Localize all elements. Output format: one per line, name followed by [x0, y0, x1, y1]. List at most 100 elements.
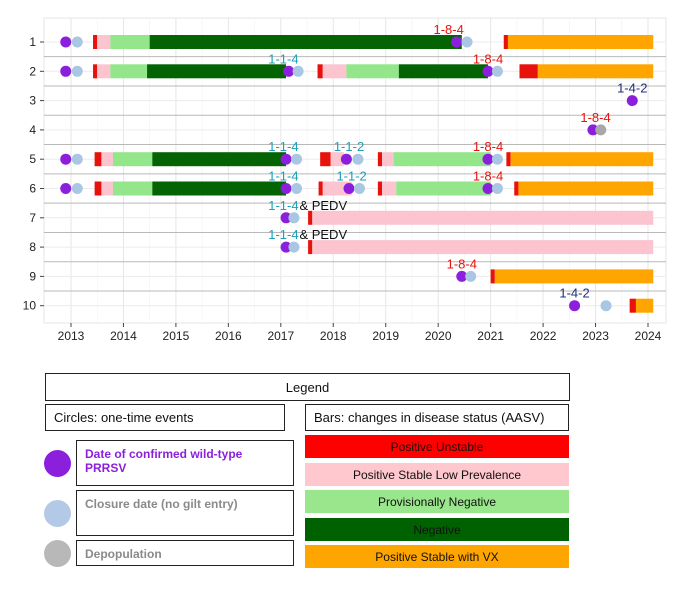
- x-tick-label: 2013: [58, 329, 85, 343]
- status-bar-segment: [101, 181, 113, 196]
- status-bar-segment: [377, 152, 383, 167]
- strain-annotation: 1-1-4: [268, 227, 298, 242]
- event-dot-wild: [451, 36, 463, 48]
- strain-annotation: 1-8-4: [433, 22, 463, 37]
- event-dot-closure: [461, 36, 473, 48]
- strain-annotation: 1-1-4: [268, 169, 298, 184]
- status-bar-segment: [152, 181, 287, 196]
- event-dot-wild: [569, 300, 581, 312]
- strain-annotation: 1-1-2: [336, 169, 366, 184]
- event-dot-wild: [280, 212, 292, 224]
- event-dot-wild: [283, 65, 295, 77]
- status-bar-segment: [518, 181, 654, 196]
- status-bar-segment: [312, 210, 654, 225]
- event-dot-wild: [60, 65, 72, 77]
- x-tick-label: 2014: [110, 329, 137, 343]
- row-separators: [44, 56, 666, 292]
- legend-title: Legend: [45, 373, 570, 401]
- event-dot-closure: [288, 241, 300, 253]
- event-layer: [60, 36, 638, 312]
- y-tick-label: 2: [29, 64, 36, 78]
- x-tick-label: 2018: [320, 329, 347, 343]
- status-bar-segment: [398, 64, 489, 79]
- annotation-layer: 1-8-4 1-1-4 1-8-4 1-4-2 1-8-4 1-1-4 1-1-2 1-8-4…: [268, 22, 647, 301]
- status-bar-segment: [152, 152, 287, 167]
- y-tick-label: 7: [29, 211, 36, 225]
- y-tick-label: 4: [29, 123, 36, 137]
- status-bar-segment: [503, 35, 508, 49]
- strain-annotation: 1-8-4: [473, 139, 503, 154]
- status-bar-segment: [514, 181, 519, 196]
- status-bar-segment: [629, 298, 636, 313]
- event-dot-wild: [60, 36, 72, 48]
- strain-annotation: 1-4-2: [559, 286, 589, 301]
- status-bar-segment: [322, 181, 352, 196]
- status-bar-segment: [312, 240, 654, 255]
- status-bar-segment: [149, 35, 462, 49]
- status-bar-segment: [308, 240, 313, 255]
- legend-circle-label: Closure date (no gilt entry): [76, 490, 294, 536]
- legend-bar-swatch: Positive Stable with VX: [305, 545, 569, 568]
- event-dot-wild: [340, 153, 352, 165]
- event-dot-wild: [60, 183, 72, 194]
- event-dot-closure: [465, 270, 477, 282]
- event-dot-closure: [600, 300, 612, 312]
- status-bar-segment: [147, 64, 287, 79]
- status-bar-segment: [346, 64, 399, 79]
- event-dot-wild: [456, 270, 468, 282]
- legend-circle-label: Depopulation: [76, 540, 294, 566]
- legend-circle-swatch: [44, 539, 71, 567]
- event-dot-closure: [491, 183, 503, 194]
- status-bar-segment: [97, 64, 111, 79]
- strain-annotation: 1-1-4: [268, 139, 298, 154]
- event-dot-wild: [482, 153, 494, 165]
- x-tick-label: 2022: [530, 329, 557, 343]
- x-tick-label: 2019: [372, 329, 399, 343]
- status-bar-segment: [317, 64, 323, 79]
- event-dot-wild: [482, 183, 494, 194]
- status-bar-segment: [320, 152, 331, 167]
- y-axis-ticks: 1 2 3 4 5 6 7 8 9 10: [23, 35, 44, 313]
- bar-layer: [93, 35, 654, 313]
- y-tick-label: 10: [23, 299, 37, 313]
- status-bar-segment: [494, 269, 654, 284]
- strain-annotation: 1-1-4: [268, 51, 298, 66]
- status-bar-segment: [506, 152, 511, 167]
- event-dot-closure: [71, 65, 83, 77]
- event-dot-wild: [587, 124, 599, 136]
- event-dot-wild: [60, 153, 72, 165]
- event-dot-closure: [292, 65, 304, 77]
- x-tick-label: 2020: [425, 329, 452, 343]
- status-bar-segment: [112, 181, 153, 196]
- status-bar-segment: [101, 152, 113, 167]
- strain-annotation: 1-8-4: [473, 51, 503, 66]
- status-bar-segment: [382, 152, 394, 167]
- event-dot-closure: [71, 36, 83, 48]
- x-tick-label: 2023: [582, 329, 609, 343]
- event-dot-wild: [482, 65, 494, 77]
- x-tick-label: 2024: [635, 329, 662, 343]
- event-dot-closure: [71, 183, 83, 194]
- event-dot-wild: [626, 95, 638, 107]
- status-bar-segment: [97, 35, 111, 49]
- x-tick-label: 2021: [477, 329, 504, 343]
- legend-bar-swatch: Positive Stable Low Prevalence: [305, 463, 569, 486]
- strain-annotation: 1-1-2: [334, 139, 364, 154]
- event-dot-depop: [595, 124, 607, 136]
- status-bar-segment: [93, 64, 98, 79]
- status-bar-segment: [94, 181, 102, 196]
- strain-annotation: 1-8-4: [580, 110, 610, 125]
- event-dot-closure: [354, 183, 365, 194]
- legend-circle-label: Date of confirmed wild-type PRRSV: [76, 440, 294, 486]
- strain-annotation: 1-8-4: [447, 256, 477, 271]
- status-bar-segment: [519, 64, 538, 79]
- status-bar-segment: [396, 181, 491, 196]
- strain-annotation: 1-4-2: [617, 81, 647, 96]
- x-tick-label: 2016: [215, 329, 242, 343]
- legend-circle-swatch: [44, 449, 71, 477]
- event-dot-closure: [288, 212, 300, 224]
- y-tick-label: 8: [29, 240, 36, 254]
- status-bar-segment: [110, 64, 148, 79]
- x-tick-label: 2015: [163, 329, 190, 343]
- status-bar-segment: [635, 298, 654, 313]
